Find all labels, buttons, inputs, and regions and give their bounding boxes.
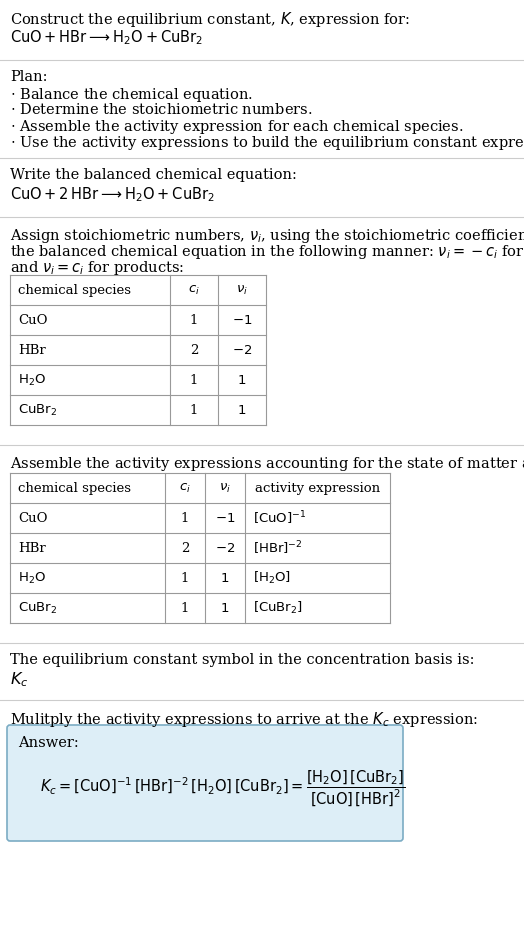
Text: $1$: $1$ [237, 374, 247, 386]
Text: 1: 1 [190, 313, 198, 326]
Text: $-2$: $-2$ [215, 542, 235, 554]
Text: 2: 2 [181, 542, 189, 554]
Text: $-2$: $-2$ [232, 344, 252, 357]
Text: Answer:: Answer: [18, 736, 79, 750]
Text: Plan:: Plan: [10, 70, 48, 84]
Text: $\cdot$ Determine the stoichiometric numbers.: $\cdot$ Determine the stoichiometric num… [10, 102, 312, 117]
Text: 1: 1 [181, 602, 189, 615]
Text: activity expression: activity expression [255, 481, 380, 494]
Text: $\mathrm{CuO} + \mathrm{HBr} \longrightarrow \mathrm{H_2O} + \mathrm{CuBr_2}$: $\mathrm{CuO} + \mathrm{HBr} \longrighta… [10, 28, 203, 47]
Text: the balanced chemical equation in the following manner: $\nu_i = -c_i$ for react: the balanced chemical equation in the fo… [10, 243, 524, 261]
Text: chemical species: chemical species [18, 284, 131, 296]
Text: 2: 2 [190, 344, 198, 357]
Text: $\mathrm{CuBr_2}$: $\mathrm{CuBr_2}$ [18, 601, 57, 616]
Text: 1: 1 [190, 374, 198, 386]
Text: $[\mathrm{HBr}]^{-2}$: $[\mathrm{HBr}]^{-2}$ [253, 539, 303, 557]
Text: $\mathrm{H_2O}$: $\mathrm{H_2O}$ [18, 372, 46, 387]
Text: $\nu_i$: $\nu_i$ [236, 284, 248, 296]
Text: $-1$: $-1$ [215, 512, 235, 525]
Text: The equilibrium constant symbol in the concentration basis is:: The equilibrium constant symbol in the c… [10, 653, 475, 667]
Text: 1: 1 [190, 403, 198, 417]
Text: Construct the equilibrium constant, $K$, expression for:: Construct the equilibrium constant, $K$,… [10, 10, 410, 29]
Text: $1$: $1$ [221, 571, 230, 585]
FancyBboxPatch shape [7, 725, 403, 841]
Text: HBr: HBr [18, 542, 46, 554]
Text: $c_i$: $c_i$ [188, 284, 200, 296]
Text: Mulitply the activity expressions to arrive at the $K_c$ expression:: Mulitply the activity expressions to arr… [10, 710, 478, 729]
Text: CuO: CuO [18, 313, 48, 326]
Text: 1: 1 [181, 512, 189, 525]
Text: $K_c = [\mathrm{CuO}]^{-1}\,[\mathrm{HBr}]^{-2}\,[\mathrm{H_2O}]\,[\mathrm{CuBr_: $K_c = [\mathrm{CuO}]^{-1}\,[\mathrm{HBr… [40, 768, 406, 808]
Text: $-1$: $-1$ [232, 313, 252, 326]
Text: Write the balanced chemical equation:: Write the balanced chemical equation: [10, 168, 297, 182]
Text: $\nu_i$: $\nu_i$ [219, 481, 231, 494]
Text: HBr: HBr [18, 344, 46, 357]
Text: Assemble the activity expressions accounting for the state of matter and $\nu_i$: Assemble the activity expressions accoun… [10, 455, 524, 473]
Text: $\cdot$ Assemble the activity expression for each chemical species.: $\cdot$ Assemble the activity expression… [10, 118, 463, 136]
Text: and $\nu_i = c_i$ for products:: and $\nu_i = c_i$ for products: [10, 259, 184, 277]
Text: CuO: CuO [18, 512, 48, 525]
Text: $[\mathrm{CuO}]^{-1}$: $[\mathrm{CuO}]^{-1}$ [253, 510, 307, 527]
Text: 1: 1 [181, 571, 189, 585]
Text: $c_i$: $c_i$ [179, 481, 191, 494]
Text: chemical species: chemical species [18, 481, 131, 494]
Text: $\mathrm{H_2O}$: $\mathrm{H_2O}$ [18, 570, 46, 586]
Text: $1$: $1$ [221, 602, 230, 615]
Text: $[\mathrm{CuBr_2}]$: $[\mathrm{CuBr_2}]$ [253, 600, 303, 616]
Text: $\cdot$ Balance the chemical equation.: $\cdot$ Balance the chemical equation. [10, 86, 253, 104]
Text: $\mathrm{CuBr_2}$: $\mathrm{CuBr_2}$ [18, 402, 57, 418]
Text: $\mathrm{CuO} + 2\,\mathrm{HBr} \longrightarrow \mathrm{H_2O} + \mathrm{CuBr_2}$: $\mathrm{CuO} + 2\,\mathrm{HBr} \longrig… [10, 185, 215, 204]
Text: $\cdot$ Use the activity expressions to build the equilibrium constant expressio: $\cdot$ Use the activity expressions to … [10, 134, 524, 152]
Text: $K_c$: $K_c$ [10, 670, 28, 689]
Text: $1$: $1$ [237, 403, 247, 417]
Text: Assign stoichiometric numbers, $\nu_i$, using the stoichiometric coefficients, $: Assign stoichiometric numbers, $\nu_i$, … [10, 227, 524, 245]
Text: $[\mathrm{H_2O}]$: $[\mathrm{H_2O}]$ [253, 570, 291, 586]
